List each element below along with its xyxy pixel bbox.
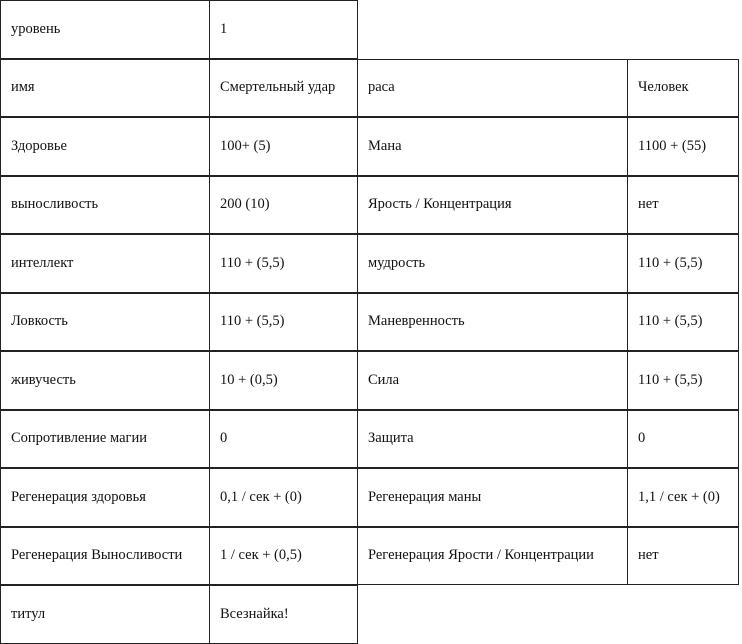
value-cell: Человек <box>627 58 739 117</box>
table-row: живучесть 10 + (0,5) Сила 110 + (5,5) <box>0 351 739 410</box>
value-cell: 1 <box>209 0 358 59</box>
label-cell: титул <box>0 585 210 644</box>
label-cell: Регенерация здоровья <box>0 468 210 527</box>
value-cell: 0 <box>209 409 358 468</box>
value-cell: 110 + (5,5) <box>627 292 739 351</box>
label-cell: Мана <box>357 117 628 176</box>
table-row: Сопротивление магии 0 Защита 0 <box>0 409 739 468</box>
value-cell: 0,1 / сек + (0) <box>209 468 358 527</box>
label-cell: выносливость <box>0 175 210 234</box>
label-cell: раса <box>357 58 628 117</box>
value-cell: нет <box>627 526 739 585</box>
label-cell: Сопротивление магии <box>0 409 210 468</box>
value-cell: 10 + (0,5) <box>209 351 358 410</box>
label-cell: Сила <box>357 351 628 410</box>
table-row: Здоровье 100+ (5) Мана 1100 + (55) <box>0 117 739 176</box>
label-cell: Регенерация Ярости / Концентрации <box>357 526 628 585</box>
table-row: имя Смертельный удар раса Человек <box>0 58 739 117</box>
label-cell: Ловкость <box>0 292 210 351</box>
label-cell: интеллект <box>0 234 210 293</box>
value-cell: 110 + (5,5) <box>209 234 358 293</box>
table-row: выносливость 200 (10) Ярость / Концентраци… <box>0 175 739 234</box>
label-cell: мудрость <box>357 234 628 293</box>
value-cell: 110 + (5,5) <box>627 351 739 410</box>
label-cell: Маневренность <box>357 292 628 351</box>
value-cell: 110 + (5,5) <box>627 234 739 293</box>
label-cell: Регенерация маны <box>357 468 628 527</box>
value-cell: 1100 + (55) <box>627 117 739 176</box>
label-cell: Ярость / Концентрация <box>357 175 628 234</box>
table-row: Ловкость 110 + (5,5) Маневренность 110 + (5… <box>0 292 739 351</box>
value-cell: 110 + (5,5) <box>209 292 358 351</box>
table-row: интеллект 110 + (5,5) мудрость 110 + (5,5) <box>0 234 739 293</box>
label-cell: уровень <box>0 0 210 59</box>
value-cell: 200 (10) <box>209 175 358 234</box>
label-cell: Здоровье <box>0 117 210 176</box>
value-cell: 1 / сек + (0,5) <box>209 526 358 585</box>
value-cell: Смертельный удар <box>209 58 358 117</box>
label-cell: Защита <box>357 409 628 468</box>
table-row: Регенерация здоровья 0,1 / сек + (0) Реген… <box>0 468 739 527</box>
value-cell: нет <box>627 175 739 234</box>
table-row-title: титул Всезнайка! <box>0 585 358 644</box>
label-cell: живучесть <box>0 351 210 410</box>
table-row: Регенерация Выносливости 1 / сек + (0,5) Р… <box>0 526 739 585</box>
value-cell: Всезнайка! <box>209 585 358 644</box>
label-cell: Регенерация Выносливости <box>0 526 210 585</box>
value-cell: 100+ (5) <box>209 117 358 176</box>
value-cell: 1,1 / сек + (0) <box>627 468 739 527</box>
value-cell: 0 <box>627 409 739 468</box>
label-cell: имя <box>0 58 210 117</box>
table-row-level: уровень 1 <box>0 0 358 59</box>
